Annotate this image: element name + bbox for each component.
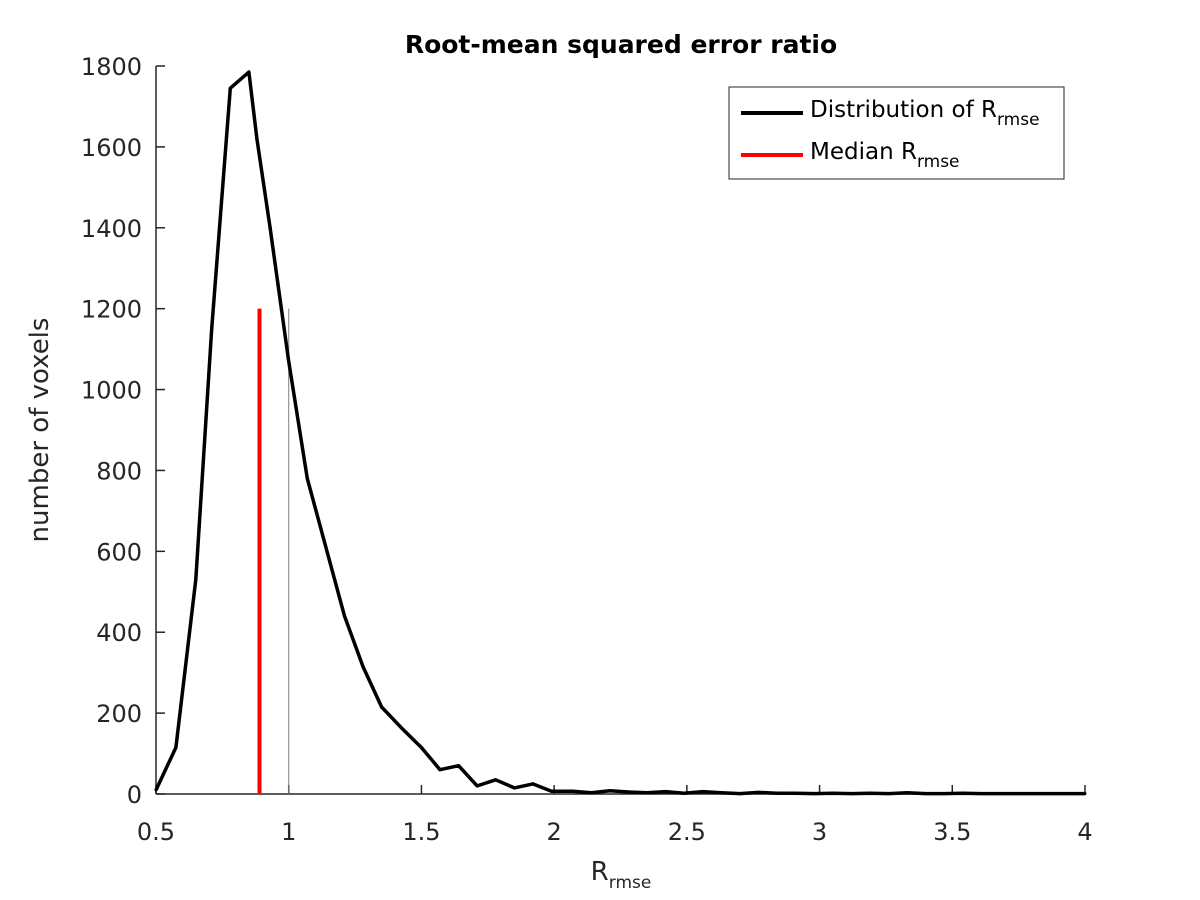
series-point	[174, 745, 178, 749]
series-point	[268, 226, 272, 230]
series-point	[1054, 792, 1058, 796]
series-point	[664, 790, 668, 794]
series-point	[626, 790, 630, 794]
y-tick-label: 800	[96, 457, 142, 485]
y-tick-label: 400	[96, 619, 142, 647]
y-tick-label: 1800	[81, 53, 142, 81]
series-point	[419, 745, 423, 749]
series-point	[512, 786, 516, 790]
series-point	[438, 768, 442, 772]
series-point	[342, 614, 346, 618]
y-tick-label: 200	[96, 700, 142, 728]
chart-title: Root-mean squared error ratio	[405, 30, 837, 59]
series-point	[645, 791, 649, 795]
x-ticks: 0.5 1 1.5 2 2.5 3 3.5 4	[137, 785, 1093, 846]
series-line-distribution	[154, 70, 1085, 796]
x-axis-title-sub: rmse	[609, 873, 652, 893]
series-point	[571, 789, 575, 793]
series-point	[608, 789, 612, 793]
x-tick-label: 4	[1077, 818, 1092, 846]
series-point	[287, 359, 291, 363]
series-point	[549, 789, 553, 793]
x-axis-title-main: R	[591, 857, 609, 887]
series-point	[457, 764, 461, 768]
y-tick-label: 1000	[81, 377, 142, 405]
x-tick-label: 1	[281, 818, 296, 846]
series-point	[979, 792, 983, 796]
series-point	[887, 792, 891, 796]
series-point	[849, 792, 853, 796]
series-point	[324, 545, 328, 549]
series-point	[531, 782, 535, 786]
legend-label-distribution: Distribution of Rrmse	[810, 97, 1040, 130]
x-tick-label: 3	[812, 818, 827, 846]
series-point	[228, 86, 232, 90]
y-tick-label: 600	[96, 538, 142, 566]
series-point	[775, 791, 779, 795]
series-point	[255, 137, 259, 141]
x-tick-label: 0.5	[137, 818, 175, 846]
series-point	[1035, 792, 1039, 796]
series-point	[210, 327, 214, 331]
y-ticks: 0 200 400 600 800 1000 1200 1400 1600 1800	[81, 53, 165, 809]
series-point	[738, 792, 742, 796]
series-point	[868, 791, 872, 795]
series-point	[1017, 792, 1021, 796]
series-point	[961, 791, 965, 795]
series-point	[247, 70, 251, 74]
series-point	[1072, 792, 1076, 796]
legend-box	[728, 86, 1065, 180]
series-point	[1083, 792, 1087, 796]
series-points	[154, 70, 1087, 796]
legend-label-median: Median Rrmse	[810, 139, 960, 172]
series-point	[757, 790, 761, 794]
y-tick-label: 1400	[81, 215, 142, 243]
series-point	[401, 727, 405, 731]
series-point	[194, 578, 198, 582]
legend: Distribution of Rrmse Median Rrmse	[728, 86, 1065, 180]
x-tick-label: 1.5	[402, 818, 440, 846]
series-point	[719, 791, 723, 795]
series-point	[905, 791, 909, 795]
series-point	[701, 790, 705, 794]
series-point	[812, 792, 816, 796]
series-point	[475, 784, 479, 788]
y-tick-label: 0	[127, 781, 142, 809]
series-point	[682, 791, 686, 795]
y-tick-label: 1600	[81, 134, 142, 162]
series-point	[154, 788, 158, 792]
series-point	[998, 792, 1002, 796]
x-tick-label: 2	[547, 818, 562, 846]
series-point	[589, 791, 593, 795]
y-tick-label: 1200	[81, 296, 142, 324]
x-axis-title: Rrmse	[591, 857, 652, 893]
x-tick-label: 3.5	[933, 818, 971, 846]
series-point	[494, 778, 498, 782]
series-point	[380, 705, 384, 709]
series-point	[361, 665, 365, 669]
y-axis-title: number of voxels	[25, 318, 55, 543]
series-point	[794, 791, 798, 795]
series-point	[305, 477, 309, 481]
series-point	[831, 791, 835, 795]
x-tick-label: 2.5	[668, 818, 706, 846]
series-point	[924, 792, 928, 796]
series-point	[942, 792, 946, 796]
